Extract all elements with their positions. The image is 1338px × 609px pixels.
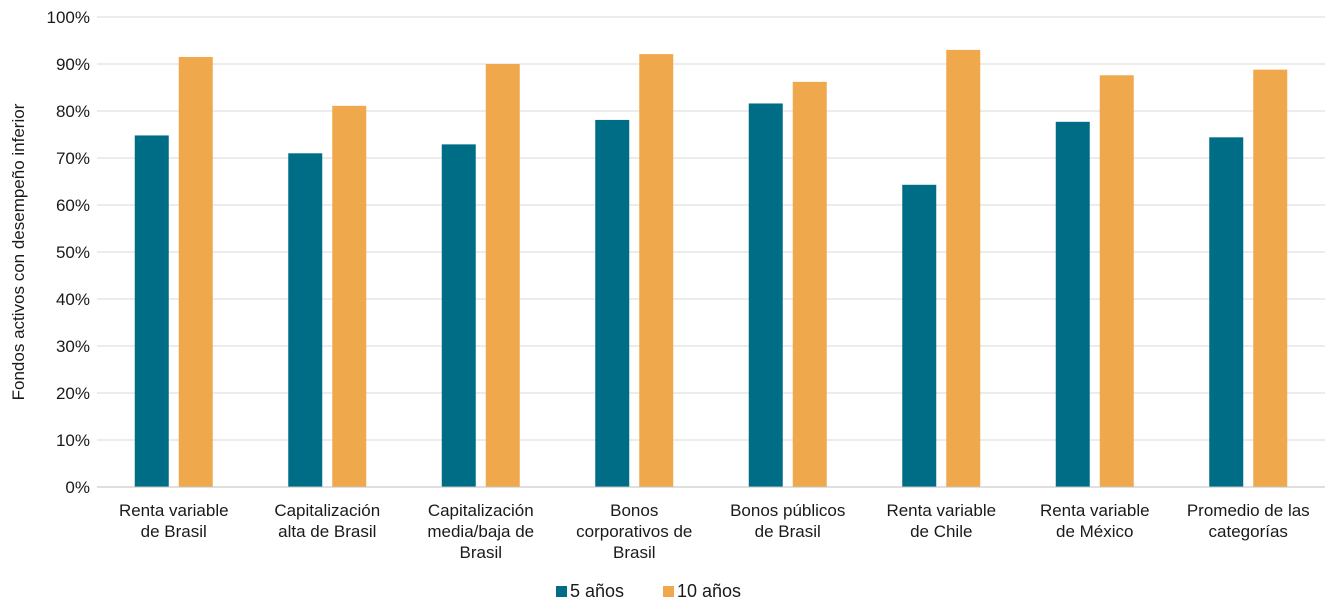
bars [134,49,1288,488]
x-category-label: Renta variable [119,501,229,520]
legend: 5 años 10 años [556,581,741,601]
x-category-label: de Brasil [141,522,207,541]
bar-5-anos [902,184,937,488]
bar-10-anos [332,105,367,487]
y-tick-label: 0% [65,478,90,497]
bar-10-anos [946,49,981,488]
y-tick-label: 20% [56,384,90,403]
bar-5-anos [1055,121,1090,487]
y-tick-label: 50% [56,243,90,262]
y-tick-label: 80% [56,102,90,121]
bar-10-anos [1253,69,1288,487]
bar-5-anos [441,144,476,487]
x-category-label: corporativos de [576,522,692,541]
legend-label: 5 años [570,581,624,601]
x-category-label: Renta variable [886,501,996,520]
bar-10-anos [792,81,827,488]
x-category-label: de México [1056,522,1133,541]
x-category-label: Renta variable [1040,501,1150,520]
y-axis-tick-labels: 0% 10% 20% 30% 40% 50% 60% 70% 80% 90% 100% [47,8,90,497]
bar-10-anos [639,54,674,487]
x-category-label: Brasil [459,543,502,562]
x-category-label: Capitalización [428,501,534,520]
y-tick-label: 70% [56,149,90,168]
legend-swatch-5-anos [556,586,567,597]
bar-5-anos [748,103,783,487]
bar-5-anos [595,119,630,488]
x-category-label: de Brasil [755,522,821,541]
bar-5-anos [134,135,169,487]
x-category-label: de Chile [910,522,972,541]
bar-10-anos [1099,75,1134,487]
bar-5-anos [288,153,323,488]
x-category-label: Bonos [610,501,658,520]
y-tick-label: 40% [56,290,90,309]
y-tick-label: 90% [56,55,90,74]
y-axis-label: Fondos activos con desempeño inferior [9,103,28,400]
x-category-label: Promedio de las [1187,501,1310,520]
x-category-label: alta de Brasil [278,522,376,541]
bar-10-anos [485,64,520,487]
y-tick-label: 10% [56,431,90,450]
gridlines [97,16,1325,441]
bar-10-anos [178,56,213,487]
y-tick-label: 30% [56,337,90,356]
x-category-label: media/baja de [427,522,534,541]
x-category-label: categorías [1209,522,1288,541]
y-tick-label: 100% [47,8,90,27]
legend-swatch-10-anos [663,586,674,597]
y-tick-label: 60% [56,196,90,215]
x-category-label: Capitalización [274,501,380,520]
x-axis-category-labels: Renta variable de Brasil Capitalización alt… [119,501,1310,562]
bar-5-anos [1209,137,1244,487]
x-category-label: Bonos públicos [730,501,845,520]
legend-label: 10 años [677,581,741,601]
x-category-label: Brasil [613,543,656,562]
